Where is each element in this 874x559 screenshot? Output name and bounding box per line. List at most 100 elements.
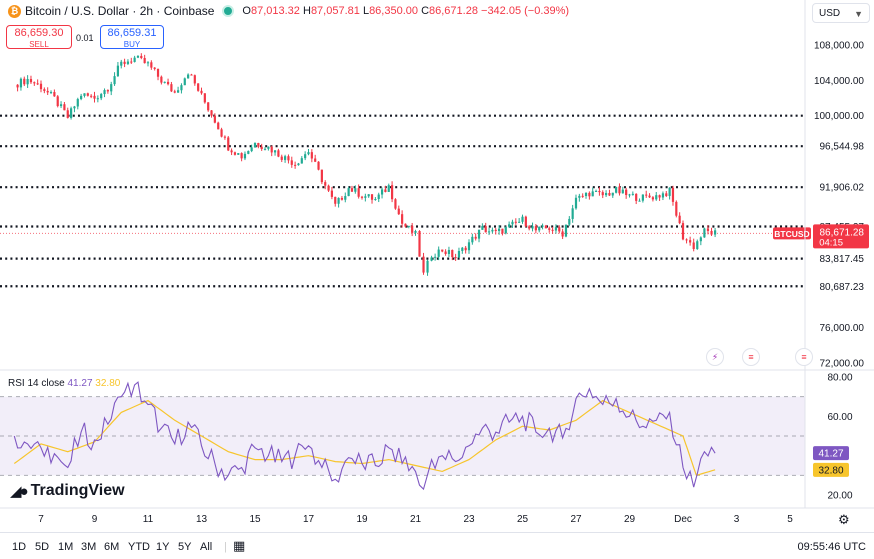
range-all[interactable]: All: [200, 541, 213, 553]
candle-body: [464, 247, 467, 251]
candle-body: [80, 95, 83, 100]
range-3m[interactable]: 3M: [81, 541, 97, 553]
ohlc-open: 87,013.32: [250, 5, 300, 17]
candle-body: [360, 196, 364, 198]
candle-body: [146, 62, 150, 64]
range-5y[interactable]: 5Y: [178, 541, 192, 553]
candle-body: [66, 110, 69, 118]
price-level-label-bg: [813, 139, 869, 154]
symbol-tag-bg: [773, 227, 811, 240]
candle-body: [166, 81, 170, 85]
range-5d[interactable]: 5D: [35, 541, 50, 553]
tradingview-mark-icon: ◢●: [10, 483, 29, 500]
rsi-legend-ma: 32.80: [95, 378, 121, 389]
candle-body: [203, 93, 206, 103]
candle-body: [257, 142, 260, 147]
flag-us-icon[interactable]: ≡: [795, 348, 813, 366]
flag-us-icon[interactable]: ≡: [742, 348, 760, 366]
candle-body: [354, 188, 357, 192]
candle-body: [467, 242, 471, 251]
candle-body: [434, 256, 437, 258]
candle-body: [497, 228, 501, 232]
candle-body: [183, 78, 186, 86]
price-tick-label: 76,000.00: [820, 323, 865, 334]
symbol-title[interactable]: Bitcoin / U.S. Dollar · 2h · Coinbase: [25, 4, 215, 18]
currency-select[interactable]: USD ▼: [812, 3, 870, 23]
range-ytd[interactable]: YTD: [128, 541, 150, 553]
rsi-legend[interactable]: RSI 14 close 41.27 32.80: [8, 378, 120, 389]
candle-body: [471, 236, 474, 243]
gear-icon[interactable]: ⚙: [838, 512, 850, 527]
rsi-tick-label: 60.00: [827, 412, 852, 423]
range-6m[interactable]: 6M: [104, 541, 120, 553]
time-axis[interactable]: 7 9 11 13 15 17 19 21 23 25 27 29 Dec 3 5: [38, 514, 793, 525]
candle-body: [401, 214, 404, 224]
candle-body: [49, 92, 53, 94]
candle-body: [675, 201, 678, 216]
candle-body: [703, 228, 706, 238]
candle-body: [250, 147, 253, 152]
candle-body: [314, 158, 317, 162]
candle-body: [193, 75, 196, 84]
candle-body: [430, 257, 433, 261]
chart-header: ₿ Bitcoin / U.S. Dollar · 2h · Coinbase …: [0, 0, 805, 22]
ohlc-readout: O87,013.32 H87,057.81 L86,350.00 C86,671…: [242, 5, 569, 17]
price-level-label-bg: [813, 279, 869, 294]
price-tick-label: 96,544.98: [820, 142, 865, 153]
candle-body: [538, 226, 541, 231]
candle-body: [200, 90, 203, 94]
ohlc-high-key: H: [302, 5, 311, 17]
candle-body: [217, 122, 220, 130]
range-1y[interactable]: 1Y: [156, 541, 170, 553]
candle-body: [377, 194, 380, 200]
rsi-legend-value: 41.27: [67, 378, 93, 389]
candle-body: [594, 190, 598, 192]
candle-body: [26, 78, 29, 85]
candle-body: [86, 93, 89, 96]
sell-price: 86,659.30: [14, 27, 64, 39]
candle-body: [163, 81, 166, 83]
last-price-label: 86,671.28: [820, 227, 865, 238]
buy-button[interactable]: 86,659.31 BUY: [100, 25, 164, 49]
candle-body: [714, 230, 717, 235]
candle-body: [63, 104, 66, 111]
event-flag-icon[interactable]: ⚡: [706, 348, 724, 366]
calendar-range-icon[interactable]: ▦: [233, 538, 246, 553]
utc-clock[interactable]: 09:55:46 UTC: [797, 541, 866, 553]
candle-body: [631, 193, 634, 195]
candle-body: [290, 160, 293, 165]
candle-body: [133, 57, 136, 62]
candle-body: [253, 142, 257, 148]
bitcoin-icon: ₿: [8, 4, 21, 18]
rsi-tick-label: 20.00: [827, 491, 852, 502]
sell-button[interactable]: 86,659.30 SELL: [6, 25, 72, 49]
price-axis[interactable]: 108,000.00 104,000.00 100,000.00 96,544.98 9…: [773, 41, 869, 370]
candle-body: [247, 151, 250, 154]
candle-body: [598, 190, 601, 193]
toolbar-separator: |: [224, 541, 227, 553]
candle-body: [551, 229, 554, 231]
rsi-ma-line: [13, 399, 716, 477]
candle-body: [304, 154, 307, 159]
candle-body: [300, 158, 303, 164]
candle-body: [645, 194, 648, 196]
candle-body: [447, 250, 451, 255]
candle-body: [96, 98, 99, 100]
candle-body: [689, 240, 692, 243]
candle-body: [83, 93, 86, 96]
candle-body: [287, 156, 290, 161]
ohlc-low: 86,350.00: [369, 5, 418, 17]
candle-body: [143, 57, 146, 64]
candle-body: [106, 90, 109, 92]
range-1m[interactable]: 1M: [58, 541, 74, 553]
candle-body: [699, 237, 702, 242]
candle-body: [671, 187, 675, 202]
range-1d[interactable]: 1D: [12, 541, 27, 553]
candle-body: [367, 194, 370, 197]
price-chart[interactable]: 108,000.00 104,000.00 100,000.00 96,544.98 9…: [0, 0, 874, 532]
candle-body: [240, 153, 243, 159]
candle-body: [658, 195, 661, 198]
rsi-tick-label: 80.00: [827, 373, 852, 384]
candles: [16, 53, 717, 276]
